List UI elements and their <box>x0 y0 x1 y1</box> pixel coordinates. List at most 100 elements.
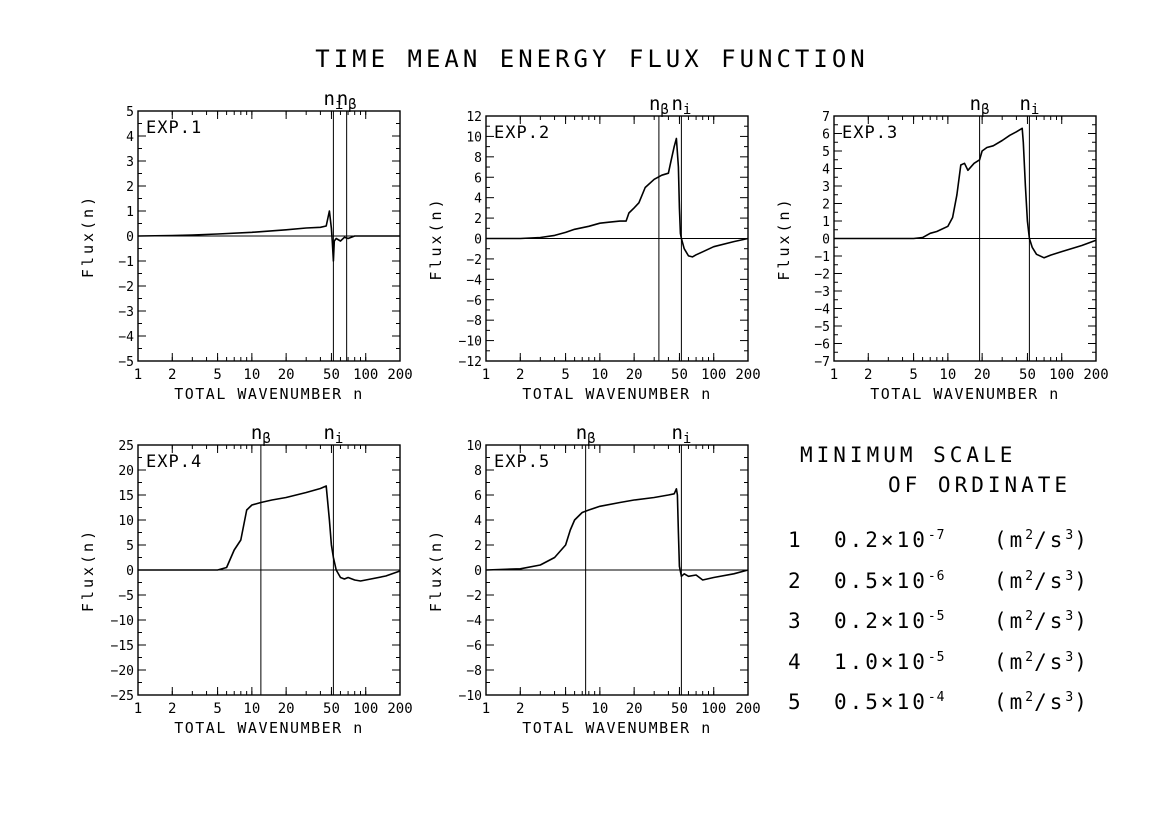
legend-row-number: 2 <box>788 568 804 593</box>
plot-frame <box>137 110 401 362</box>
legend-unit: (m2/s3) <box>994 650 1090 674</box>
legend-unit: (m2/s3) <box>994 528 1090 552</box>
y-tick-label: −2 <box>814 268 830 283</box>
x-axis-label: TOTAL WAVENUMBER n <box>174 719 364 737</box>
x-tick-label: 50 <box>323 701 340 717</box>
x-tick-label: 5 <box>213 367 221 383</box>
legend-unit-pre: (m <box>994 528 1026 552</box>
legend-unit-exp1: 2 <box>1025 690 1035 705</box>
legend-row-5: 5 0.5×10-4 (m2/s3) <box>780 690 1160 731</box>
panel-label: EXP.1 <box>146 118 202 138</box>
legend-unit-exp1: 2 <box>1025 528 1035 543</box>
x-tick-label: 200 <box>387 367 412 383</box>
x-axis-label: TOTAL WAVENUMBER n <box>522 719 712 737</box>
legend-exponent: -5 <box>927 649 946 665</box>
legend-unit-exp2: 3 <box>1065 528 1075 543</box>
y-tick-label: 10 <box>466 439 482 454</box>
x-tick-label: 5 <box>561 367 569 383</box>
legend-title: MINIMUM SCALE OF ORDINATE <box>780 440 1160 500</box>
x-tick-label: 5 <box>213 701 221 717</box>
y-tick-label: −7 <box>814 355 830 370</box>
plot-frame <box>137 444 401 696</box>
legend-unit-mid: /s <box>1034 690 1066 714</box>
legend-unit-mid: /s <box>1034 528 1066 552</box>
x-tick-label: 20 <box>278 701 295 717</box>
y-tick-label: 2 <box>474 212 482 227</box>
legend-unit-exp2: 3 <box>1065 568 1075 584</box>
x-tick-label: 10 <box>591 367 608 383</box>
x-tick-label: 1 <box>134 367 142 383</box>
y-tick-label: 0 <box>474 233 482 248</box>
y-tick-label: 5 <box>126 539 134 554</box>
legend-row-value: 0.2×10-7 <box>834 528 994 552</box>
y-tick-label: 10 <box>466 130 482 145</box>
legend-row-number: 1 <box>788 528 804 552</box>
y-tick-label: −2 <box>466 589 482 604</box>
y-tick-label: −3 <box>118 305 134 320</box>
y-axis-label: Flux(n) <box>427 196 445 280</box>
x-tick-label: 20 <box>974 367 991 383</box>
y-tick-label: 6 <box>474 171 482 186</box>
legend-exponent: -7 <box>927 528 946 543</box>
x-tick-label: 2 <box>516 367 524 383</box>
y-tick-label: −4 <box>814 303 830 318</box>
y-axis-label: Flux(n) <box>427 528 445 612</box>
panel-exp-4: 1 2 5 10 20 50 100 200−25−20−15−10−50510152025n… <box>79 422 413 737</box>
legend-unit-post: ) <box>1074 528 1090 552</box>
legend-rows: 1 0.2×10-7 (m2/s3) 2 0.5×10-6 (m2/s3) 3 0.2×1… <box>780 528 1160 731</box>
legend-mantissa: 0.5×10 <box>834 568 928 593</box>
legend-exponent: -4 <box>927 690 946 705</box>
x-axis-label: TOTAL WAVENUMBER n <box>870 385 1060 403</box>
legend-unit-pre: (m <box>994 609 1026 633</box>
legend-unit-exp2: 3 <box>1065 690 1075 705</box>
y-tick-label: 6 <box>822 128 830 143</box>
legend-unit-post: ) <box>1074 690 1090 714</box>
legend-row-value: 1.0×10-5 <box>834 650 994 674</box>
y-tick-label: −15 <box>111 639 134 654</box>
y-tick-label: −2 <box>118 280 134 295</box>
x-tick-label: 10 <box>243 367 260 383</box>
legend-mantissa: 0.2×10 <box>834 609 928 633</box>
y-tick-label: −6 <box>466 294 482 309</box>
x-tick-label: 10 <box>591 701 608 717</box>
x-axis-label: TOTAL WAVENUMBER n <box>174 385 364 403</box>
x-tick-label: 2 <box>168 701 176 717</box>
legend-unit-mid: /s <box>1034 568 1066 593</box>
legend-unit-exp2: 3 <box>1065 609 1075 624</box>
minimum-scale-legend: MINIMUM SCALE OF ORDINATE 1 0.2×10-7 (m2/s… <box>780 440 1160 731</box>
legend-unit-mid: /s <box>1034 649 1066 674</box>
plot-frame <box>833 115 1097 362</box>
x-tick-label: 1 <box>482 367 490 383</box>
y-axis-label: Flux(n) <box>775 196 793 280</box>
y-tick-label: 2 <box>822 198 830 213</box>
legend-unit: (m2/s3) <box>994 690 1090 714</box>
panel-exp-3: 1 2 5 10 20 50 100 200 −7 −6 −5 −4 −3 −2 −1 0 1 2 3 4 5 6 7 nβ n… <box>775 93 1109 403</box>
plot-frame <box>485 115 749 362</box>
y-axis-label: Flux(n) <box>79 194 97 278</box>
panel-label: EXP.5 <box>494 452 550 472</box>
reference-label-ni: ni <box>323 422 343 447</box>
reference-label-nbeta: nβ <box>649 93 669 118</box>
y-tick-label: −4 <box>466 614 482 629</box>
reference-label-ni: ni <box>1019 93 1039 118</box>
x-tick-label: 10 <box>939 367 956 383</box>
y-tick-label: −6 <box>466 639 482 654</box>
legend-unit-exp1: 2 <box>1025 649 1035 665</box>
reference-label-nbeta: nβ <box>251 422 271 447</box>
x-tick-label: 10 <box>243 701 260 717</box>
legend-unit-post: ) <box>1074 649 1090 674</box>
y-tick-label: −5 <box>814 320 830 335</box>
x-tick-label: 100 <box>353 367 378 383</box>
legend-row-1: 1 0.2×10-7 (m2/s3) <box>780 528 1160 569</box>
y-tick-label: 8 <box>474 464 482 479</box>
y-tick-label: −6 <box>814 338 830 353</box>
y-tick-label: −8 <box>466 664 482 679</box>
figure-title: TIME MEAN ENERGY FLUX FUNCTION <box>315 45 868 73</box>
legend-row-2: 2 0.5×10-6 (m2/s3) <box>780 569 1160 610</box>
y-tick-label: 3 <box>126 155 134 170</box>
x-tick-label: 100 <box>701 367 726 383</box>
x-tick-label: 50 <box>671 701 688 717</box>
legend-row-number: 4 <box>788 649 804 674</box>
x-tick-label: 100 <box>1049 367 1074 383</box>
